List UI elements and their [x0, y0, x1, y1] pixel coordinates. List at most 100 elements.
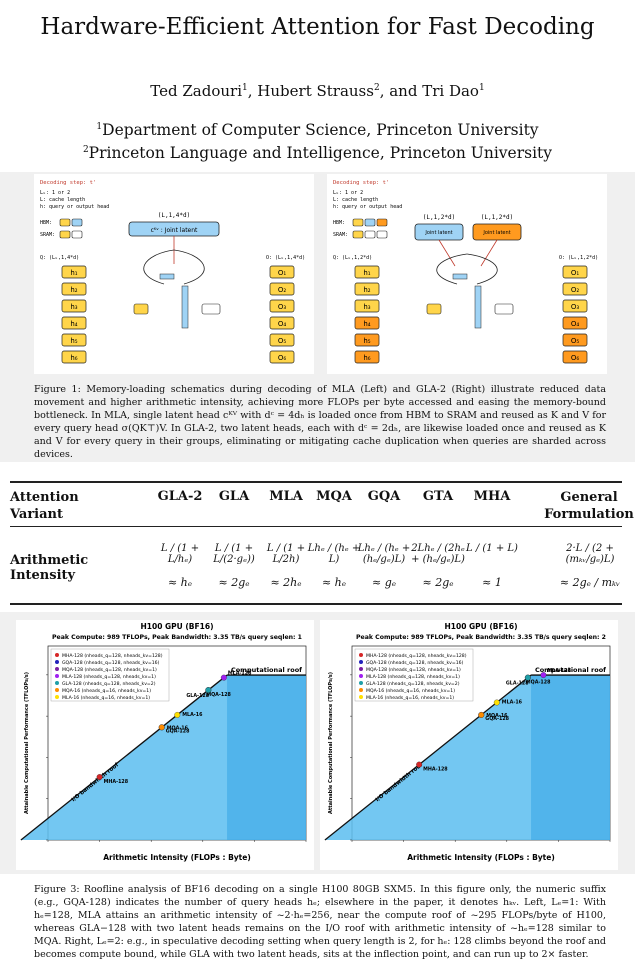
legend-entry: MHA-128 (nheads_q=128, nheads_kv=128)	[366, 653, 467, 659]
query-heads-group: h₁ h₂ h₃ h₄ h₅ h₆	[354, 265, 380, 364]
legend-entry: GQA-128 (nheads_q=128, nheads_kv=16)	[366, 660, 464, 666]
data-point-label: MLA-128	[228, 671, 252, 677]
query-block	[133, 303, 149, 315]
bandwidth-roof-line	[20, 674, 228, 841]
table-column-header: GTA	[422, 489, 454, 504]
compute-bound-region	[531, 675, 610, 840]
latent-head-label: Joint latent	[482, 230, 510, 236]
table-column-header: GLA	[218, 489, 250, 504]
compute-roof-label: Computational roof	[231, 666, 302, 674]
joint-latent-label: cᴷᵛ : Joint latent	[151, 227, 198, 234]
table-bottom-rule	[10, 603, 622, 605]
legend-marker	[55, 653, 59, 657]
sram-label: SRAM:	[40, 232, 55, 238]
output-head-label: O₁	[278, 269, 287, 277]
affiliation-2: 2Princeton Language and Intelligence, Pr…	[0, 144, 635, 162]
data-point-label: GLA-128	[506, 681, 529, 687]
author-separator: , and	[379, 82, 423, 100]
data-point	[493, 699, 500, 706]
legend-entry: GLA-128 (nheads_q=128, nheads_kv=2)	[366, 681, 460, 687]
output-head-label: O₄	[278, 320, 287, 328]
sram-swatch	[71, 230, 83, 239]
query-head-box	[61, 282, 87, 296]
data-point-label: MHA-128	[423, 767, 448, 773]
mla-schematic: Decoding step: t' Lₖ: 1 or 2 L: cache le…	[40, 180, 305, 364]
legend-marker	[55, 695, 59, 699]
data-point-label: MQA-16	[486, 713, 508, 719]
sram-swatch	[59, 230, 71, 239]
legend-marker	[55, 674, 59, 678]
output-heads-group: O₁ O₂ O₃ O₄ O₅ O₆	[269, 265, 295, 364]
output-head-label: O₂	[571, 286, 580, 294]
latent-transpose	[159, 273, 175, 280]
gla2-schematic: Decoding step: t' Lₖ: 1 or 2 L: cache le…	[333, 180, 598, 364]
output-head-label: O₆	[278, 354, 287, 362]
output-head-label: O₃	[278, 303, 287, 311]
query-head-box	[61, 350, 87, 364]
query-head-label: h₃	[363, 303, 370, 311]
data-point-label: GQA-128	[166, 728, 190, 734]
sram-swatch	[364, 230, 376, 239]
query-head-box	[354, 265, 380, 279]
query-head-label: h₅	[70, 337, 77, 345]
legend-marker	[359, 681, 363, 685]
load-arrow	[438, 239, 456, 267]
query-heads-group: h₁ h₂ h₃ h₄ h₅ h₆	[61, 265, 87, 364]
header-line: Attention	[10, 490, 79, 505]
query-head-box	[61, 265, 87, 279]
legend-entry: MLA-128 (nheads_q=128, nheads_kv=1)	[62, 674, 156, 680]
legend-entry: MLA-128 (nheads_q=128, nheads_kv=1)	[366, 674, 460, 680]
query-head-label: h₄	[363, 320, 370, 328]
query-head-label: h₁	[70, 269, 77, 277]
roofline-chart-right: H100 GPU (BF16) Peak Compute: 989 TFLOPs,…	[324, 622, 611, 862]
output-head-label: O₂	[278, 286, 287, 294]
latent-shape-label: (L,1,4*d)	[158, 212, 191, 219]
data-point	[220, 674, 227, 681]
affiliation-1: 1Department of Computer Science, Princet…	[0, 121, 635, 139]
output-head-box	[562, 282, 588, 296]
figure-1-caption: Figure 1: Memory-loading schematics duri…	[34, 384, 606, 460]
table-header-variant: Attention Variant	[10, 489, 110, 523]
legend-line: L: cache length	[40, 197, 85, 203]
query-head-label: h₁	[363, 269, 370, 277]
output-head-box	[269, 299, 295, 313]
query-head-label: h₆	[363, 354, 370, 362]
data-point	[96, 774, 103, 780]
output-head-label: O₅	[278, 337, 287, 345]
formula-cell: L / (1 + L/2h)	[266, 543, 306, 565]
data-point-label: MLA-128	[547, 668, 571, 674]
author-name: Tri Dao	[422, 82, 479, 100]
table-column-header: MHA	[473, 489, 511, 504]
row-label: Arithmetic Intensity	[10, 553, 89, 583]
formula-cell: Lhₑ / (hₑ + (hₑ/gₑ)L)	[357, 543, 411, 565]
figure-3-caption: Figure 3: Roofline analysis of BF16 deco…	[34, 884, 606, 960]
author-separator: ,	[247, 82, 258, 100]
legend-entry: MQA-128 (nheads_q=128, nheads_kv=1)	[62, 667, 157, 673]
output-block	[494, 303, 514, 315]
legend-entry: MQA-128 (nheads_q=128, nheads_kv=1)	[366, 667, 461, 673]
legend-marker	[55, 667, 59, 671]
author-name: Ted Zadouri	[150, 82, 243, 100]
affiliation-mark: 1	[478, 83, 485, 93]
chart-subtitle: Peak Compute: 989 TFLOPs, Peak Bandwidth…	[356, 634, 606, 641]
decoding-step-label: Decoding step: t'	[40, 180, 96, 186]
latent-transpose	[452, 273, 468, 280]
table-top-rule	[10, 481, 622, 483]
approx-cell: ≈ hₑ	[167, 576, 193, 589]
load-arrow	[480, 239, 498, 267]
data-point-label: GQA-128	[485, 716, 509, 722]
author-list: Ted Zadouri1, Hubert Strauss2, and Tri D…	[0, 82, 635, 100]
output-head-box	[562, 333, 588, 347]
table-column-header: GLA-2	[157, 489, 203, 504]
legend-entry: MLA-16 (nheads_q=16, nheads_kv=1)	[62, 695, 150, 701]
legend-line: L: cache length	[333, 197, 378, 203]
roofline-left-panel: H100 GPU (BF16) Peak Compute: 989 TFLOPs,…	[16, 620, 314, 870]
output-head-label: O₃	[571, 303, 580, 311]
approx-cell: ≈ 1	[482, 576, 502, 589]
sram-swatch	[352, 230, 364, 239]
chart-title: H100 GPU (BF16)	[444, 622, 517, 631]
data-point-label: MQA-128	[526, 680, 551, 686]
legend-entry: GLA-128 (nheads_q=128, nheads_kv=2)	[62, 681, 156, 687]
legend-entry: MLA-16 (nheads_q=16, nheads_kv=1)	[366, 695, 454, 701]
affiliation-text: Princeton Language and Intelligence, Pri…	[88, 144, 553, 162]
